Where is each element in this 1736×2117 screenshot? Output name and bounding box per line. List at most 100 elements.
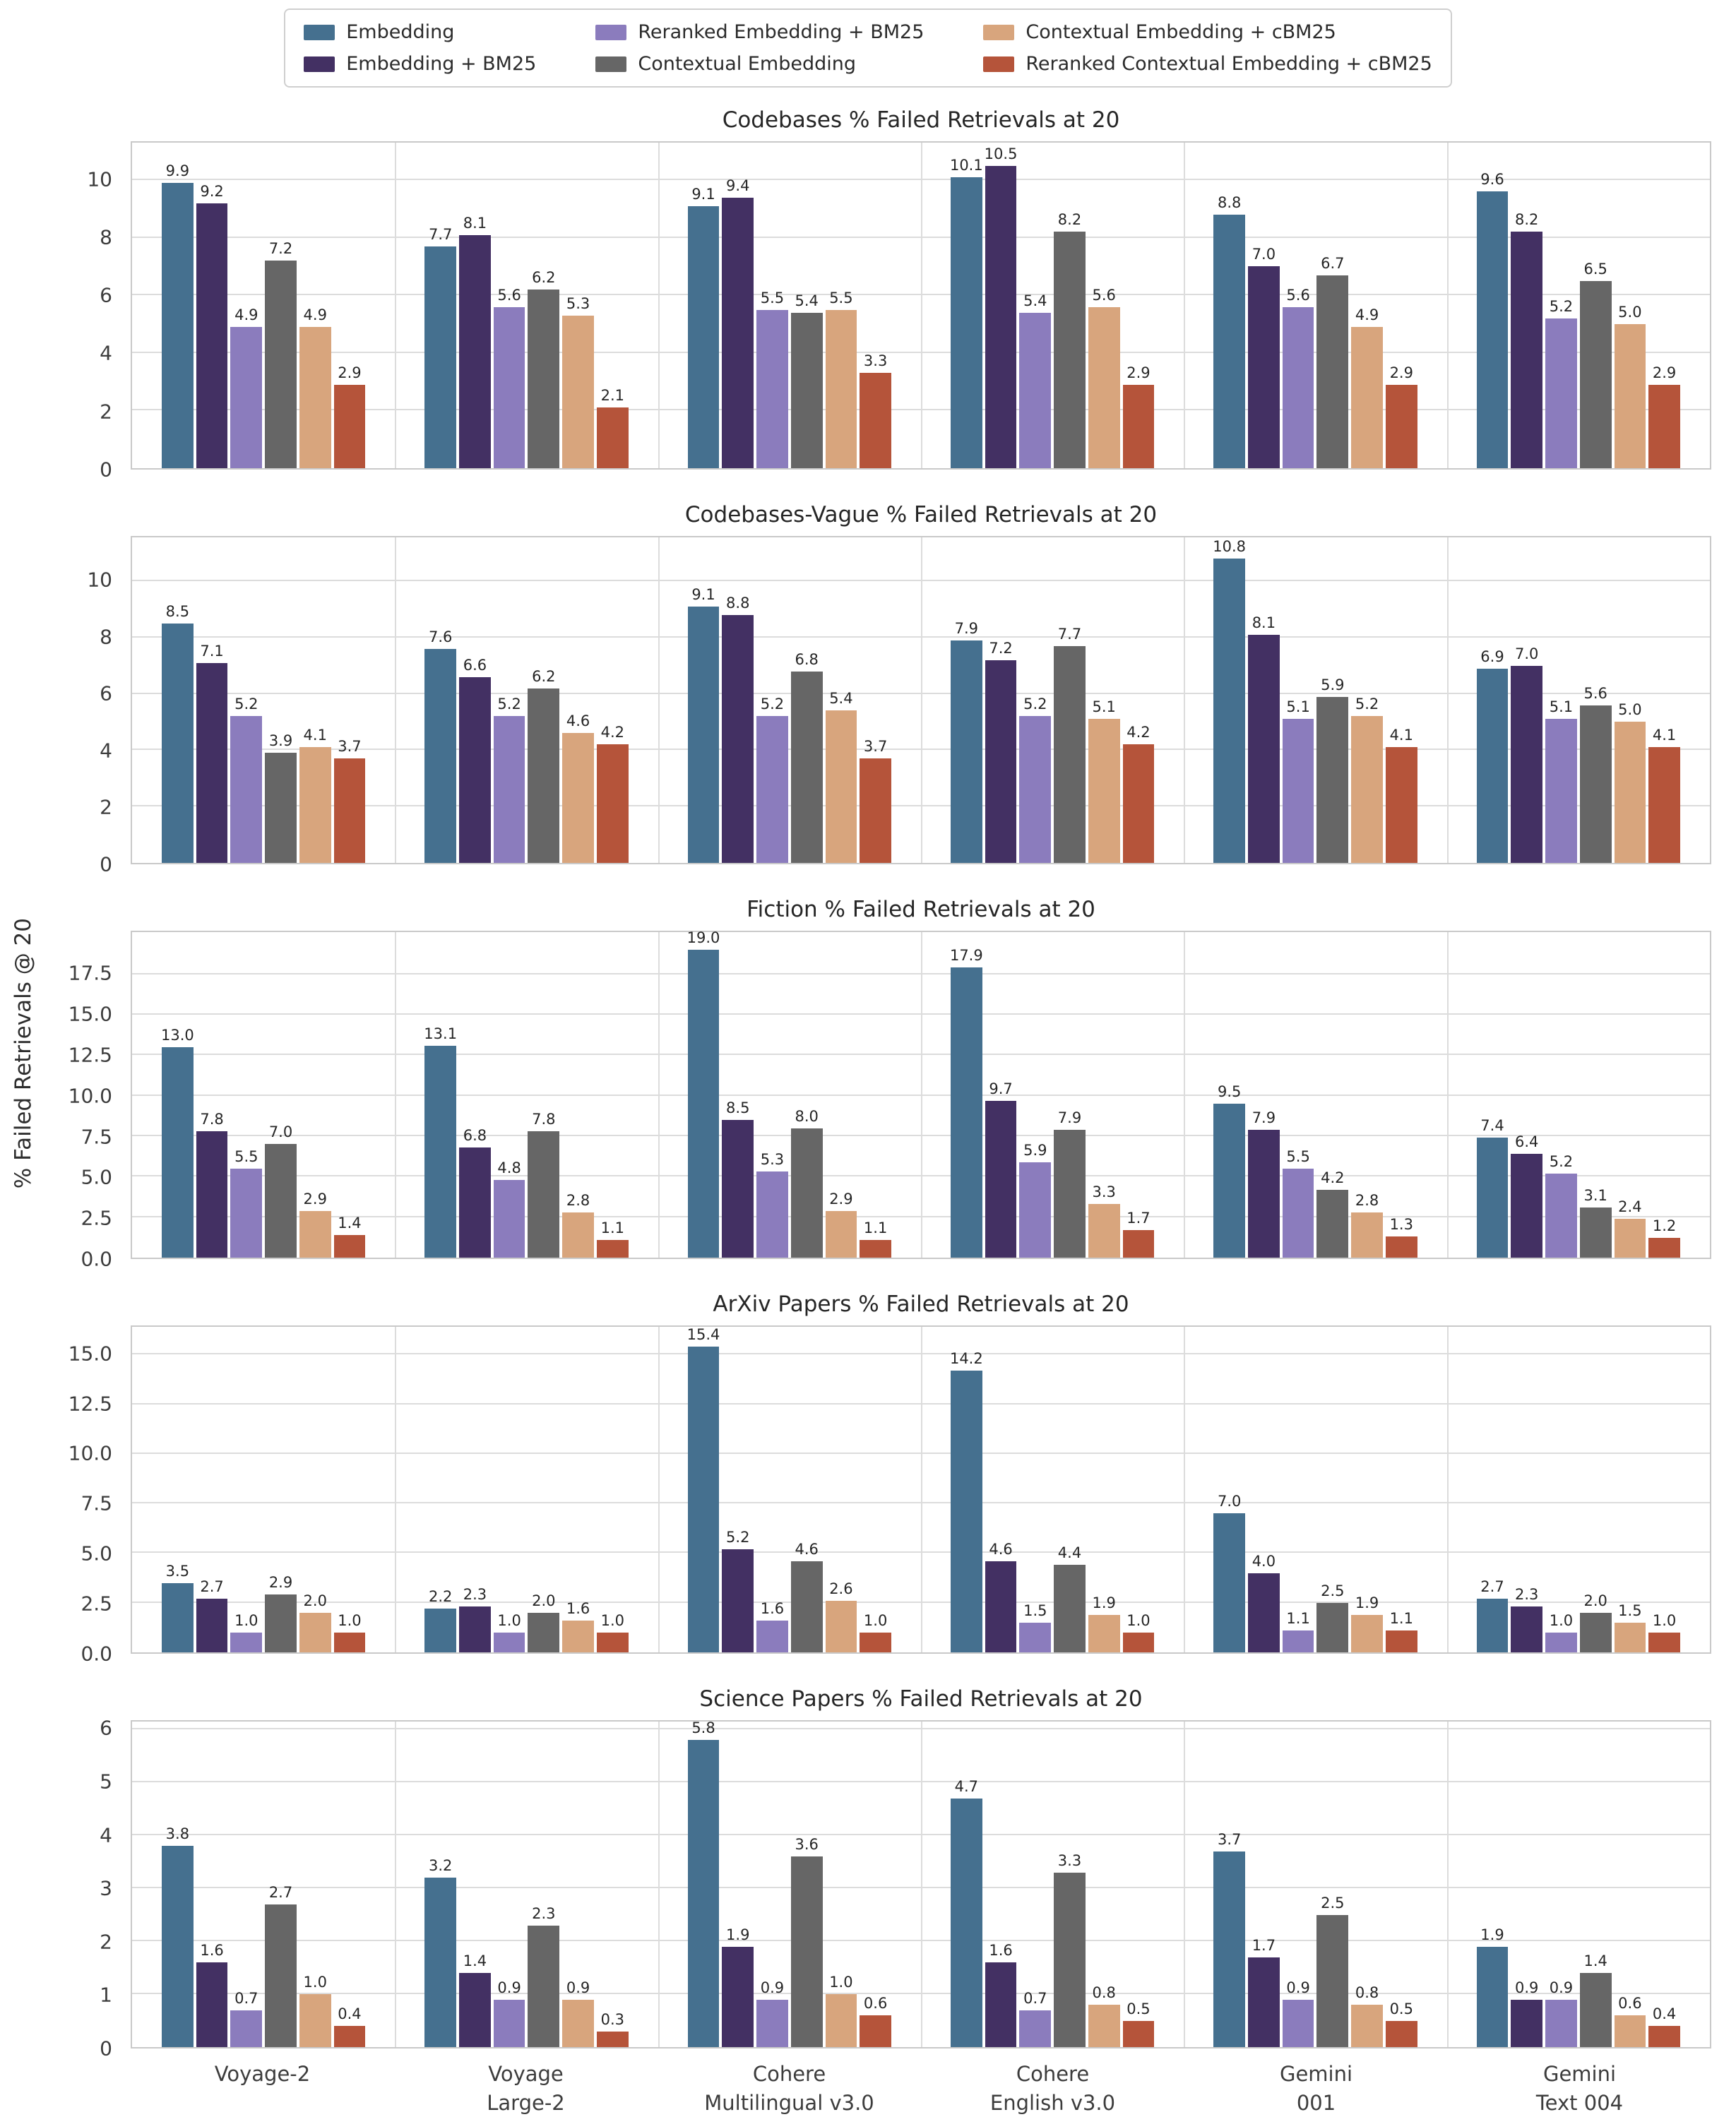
bar: 1.0 <box>1545 1612 1577 1652</box>
bar: 8.8 <box>1213 194 1246 468</box>
chart-0: Codebases % Failed Retrievals at 20 0 2 4 6 8… <box>0 107 1736 482</box>
bar-value-label: 8.8 <box>726 594 750 612</box>
bar-value-label: 9.9 <box>165 162 190 180</box>
bar: 1.9 <box>1476 1926 1509 2047</box>
bar-group-0: 13.0 7.8 5.5 7.0 2.9 1.4 <box>132 932 395 1258</box>
bar-value-label: 5.9 <box>1023 1141 1047 1159</box>
bar: 2.5 <box>1316 1582 1349 1652</box>
bar: 1.0 <box>230 1612 263 1652</box>
y-tick-label: 7.5 <box>81 1125 112 1148</box>
gridline-vertical <box>658 537 660 863</box>
bar: 4.4 <box>1054 1544 1086 1652</box>
bar-value-label: 2.9 <box>1652 364 1677 381</box>
gridline-vertical <box>921 1722 922 2047</box>
bar-group-3: 4.7 1.6 0.7 3.3 0.8 0.5 <box>921 1722 1184 2047</box>
bar-value-label: 7.7 <box>1057 625 1082 643</box>
bar-value-label: 5.5 <box>760 289 785 306</box>
y-tick-label: 5.0 <box>81 1541 112 1566</box>
y-tick-label: 1 <box>100 1983 112 2007</box>
bar-value-label: 5.1 <box>1092 698 1116 716</box>
bar: 6.5 <box>1579 261 1612 468</box>
bar-value-label: 4.9 <box>1355 306 1379 324</box>
bar: 0.9 <box>756 1979 788 2047</box>
bar: 1.4 <box>333 1215 366 1258</box>
bar-value-label: 5.2 <box>1023 696 1047 713</box>
bar-group-2: 15.4 5.2 1.6 4.6 2.6 1.0 <box>658 1326 921 1652</box>
gridline-vertical <box>921 932 922 1258</box>
bar-value-label: 7.8 <box>532 1111 556 1128</box>
bar: 6.8 <box>790 651 823 863</box>
bar-value-label: 6.5 <box>1583 260 1607 278</box>
bar-value-label: 2.4 <box>1618 1198 1642 1215</box>
bar: 5.4 <box>825 690 857 863</box>
x-category-label-4: Gemini 001 <box>1184 2060 1448 2117</box>
bar-value-label: 10.8 <box>1213 537 1247 555</box>
x-axis-labels: Voyage-2 Voyage Large-2 Cohere Multilingual … <box>131 2060 1711 2117</box>
bar-group-0: 8.5 7.1 5.2 3.9 4.1 3.7 <box>132 537 395 863</box>
x-category-label-line: Cohere <box>752 2062 826 2086</box>
bar-value-label: 2.5 <box>1321 1582 1345 1599</box>
plot-area: 13.0 7.8 5.5 7.0 2.9 1.4 13.1 6.8 4.8 7.8 2.8 1.1 19… <box>131 929 1711 1259</box>
y-tick-label: 0 <box>100 458 112 482</box>
bar: 1.1 <box>1385 1610 1417 1652</box>
x-category-label-line: Gemini <box>1279 2062 1353 2086</box>
bar-value-label: 3.8 <box>165 1825 190 1843</box>
bar-value-label: 5.5 <box>234 1147 258 1165</box>
bar-value-label: 2.9 <box>1389 364 1413 381</box>
bar-group-3: 17.9 9.7 5.9 7.9 3.3 1.7 <box>921 932 1184 1258</box>
bar: 4.2 <box>596 724 629 863</box>
bar-group-5: 6.9 7.0 5.1 5.6 5.0 4.1 <box>1447 537 1710 863</box>
bar: 1.1 <box>596 1219 629 1258</box>
bar: 7.2 <box>985 640 1017 863</box>
bar-value-label: 1.0 <box>234 1611 258 1629</box>
bar-value-label: 0.9 <box>1549 1979 1574 1996</box>
bar-value-label: 1.9 <box>726 1926 750 1943</box>
bar: 9.1 <box>687 586 720 863</box>
bar: 1.0 <box>1648 1612 1680 1652</box>
bar-group-2: 19.0 8.5 5.3 8.0 2.9 1.1 <box>658 929 921 1258</box>
gridline-vertical <box>1184 1327 1186 1652</box>
y-axis: 0 2 4 6 8 10 <box>0 141 131 482</box>
y-axis: 0.0 2.5 5.0 7.5 10.0 12.5 15.0 <box>0 1325 131 1665</box>
y-tick-label: 15.0 <box>68 1342 112 1366</box>
bar-value-label: 0.9 <box>497 1979 521 1996</box>
bar-value-label: 4.1 <box>1652 727 1677 744</box>
chart-body: 0.0 2.5 5.0 7.5 10.0 12.5 15.0 3.5 2.7 1.0 2.9 2.0 1… <box>0 1325 1736 1666</box>
gridline-vertical <box>395 143 397 468</box>
bar: 7.0 <box>1511 645 1543 863</box>
y-tick-label: 7.5 <box>81 1491 112 1515</box>
gridline-vertical <box>1184 537 1186 863</box>
bar: 1.4 <box>459 1952 491 2047</box>
bar-group-3: 10.1 10.5 5.4 8.2 5.6 2.9 <box>921 143 1184 468</box>
gridline-vertical <box>658 1722 660 2047</box>
bar-value-label: 8.1 <box>1252 614 1276 631</box>
bar-value-label: 4.4 <box>1057 1544 1082 1562</box>
bar-groups: 3.5 2.7 1.0 2.9 2.0 1.0 2.2 2.3 1.0 2.0 1.6 1.0 15.4… <box>132 1326 1710 1652</box>
y-axis: 0 2 4 6 8 10 <box>0 536 131 876</box>
bar-value-label: 0.8 <box>1092 1984 1116 2002</box>
gridline-vertical <box>1446 143 1449 468</box>
bar-value-label: 1.1 <box>600 1219 624 1236</box>
bar: 5.5 <box>230 1148 263 1258</box>
gridline-vertical <box>921 537 922 863</box>
bar: 0.6 <box>860 1995 891 2047</box>
bar: 0.8 <box>1351 1984 1383 2047</box>
bar-value-label: 5.5 <box>829 289 853 306</box>
chart-4: Science Papers % Failed Retrievals at 20… <box>0 1686 1736 2061</box>
bar: 2.6 <box>825 1580 857 1652</box>
chart-2: Fiction % Failed Retrievals at 20 0.0 2.5 5… <box>0 897 1736 1271</box>
bar: 6.4 <box>1511 1133 1543 1258</box>
bar: 5.0 <box>1614 701 1646 863</box>
bar: 2.9 <box>825 1191 857 1258</box>
bar-value-label: 9.4 <box>726 177 750 194</box>
y-tick-label: 2.5 <box>81 1206 112 1230</box>
bar: 4.9 <box>1351 306 1383 468</box>
bar: 0.9 <box>1511 1979 1543 2047</box>
bar: 9.6 <box>1476 171 1509 468</box>
bar: 2.3 <box>528 1905 560 2047</box>
legend-item-5: Reranked Contextual Embedding + cBM25 <box>983 53 1432 75</box>
gridline-vertical <box>395 537 397 863</box>
bar: 1.0 <box>825 1974 857 2047</box>
y-tick-label: 0.0 <box>81 1247 112 1271</box>
bar-value-label: 5.0 <box>1618 701 1642 719</box>
